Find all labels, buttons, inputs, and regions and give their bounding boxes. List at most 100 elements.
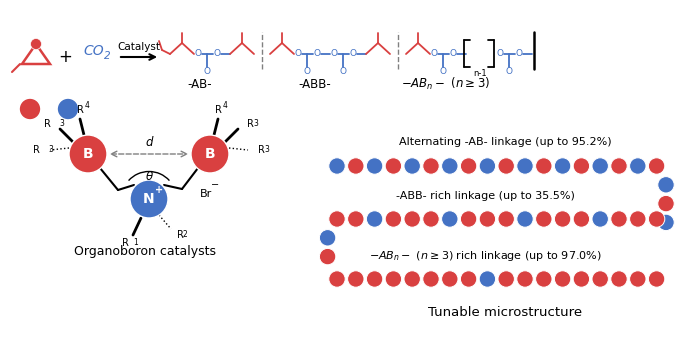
Circle shape xyxy=(592,158,608,174)
Circle shape xyxy=(366,158,383,174)
Circle shape xyxy=(423,158,439,174)
Circle shape xyxy=(611,271,627,287)
Circle shape xyxy=(329,271,345,287)
Circle shape xyxy=(130,180,168,218)
Text: O: O xyxy=(195,48,201,58)
Circle shape xyxy=(592,211,608,227)
Circle shape xyxy=(611,211,627,227)
Text: O: O xyxy=(303,67,310,75)
Circle shape xyxy=(69,135,107,173)
Circle shape xyxy=(442,158,458,174)
Text: R: R xyxy=(258,145,265,155)
Circle shape xyxy=(366,211,383,227)
Text: +: + xyxy=(155,185,163,195)
Circle shape xyxy=(498,211,514,227)
Circle shape xyxy=(658,177,674,193)
Circle shape xyxy=(554,211,571,227)
Circle shape xyxy=(554,271,571,287)
Circle shape xyxy=(554,158,571,174)
Circle shape xyxy=(404,158,421,174)
Text: R: R xyxy=(44,119,51,129)
Circle shape xyxy=(19,98,41,120)
Circle shape xyxy=(536,271,552,287)
Circle shape xyxy=(404,211,421,227)
Circle shape xyxy=(649,158,665,174)
Circle shape xyxy=(658,195,674,212)
Circle shape xyxy=(442,211,458,227)
Circle shape xyxy=(630,158,646,174)
Text: O: O xyxy=(430,48,438,58)
Circle shape xyxy=(57,98,79,120)
Circle shape xyxy=(404,271,421,287)
Text: O: O xyxy=(330,48,338,58)
Circle shape xyxy=(536,158,552,174)
Text: −: − xyxy=(211,180,219,190)
Circle shape xyxy=(347,271,364,287)
Circle shape xyxy=(347,158,364,174)
Circle shape xyxy=(460,158,477,174)
Circle shape xyxy=(649,271,665,287)
Text: O: O xyxy=(295,48,301,58)
Circle shape xyxy=(536,211,552,227)
Circle shape xyxy=(319,248,336,265)
Text: O: O xyxy=(449,48,456,58)
Text: O: O xyxy=(440,67,447,75)
Circle shape xyxy=(649,211,665,227)
Text: 2: 2 xyxy=(183,230,188,239)
Circle shape xyxy=(460,211,477,227)
Circle shape xyxy=(611,158,627,174)
Text: 3: 3 xyxy=(59,119,64,128)
Circle shape xyxy=(516,271,533,287)
Circle shape xyxy=(319,230,336,246)
Text: Alternating -AB- linkage (up to 95.2%): Alternating -AB- linkage (up to 95.2%) xyxy=(399,137,611,147)
Text: O: O xyxy=(203,67,210,75)
Text: -ABB- rich linkage (up to 35.5%): -ABB- rich linkage (up to 35.5%) xyxy=(395,191,575,201)
Text: +: + xyxy=(58,48,72,66)
Circle shape xyxy=(498,158,514,174)
Text: 2: 2 xyxy=(104,51,110,61)
Circle shape xyxy=(658,214,674,231)
Text: R: R xyxy=(122,238,129,248)
Circle shape xyxy=(592,271,608,287)
Circle shape xyxy=(479,271,496,287)
Text: R: R xyxy=(77,105,84,115)
Text: O: O xyxy=(214,48,221,58)
Circle shape xyxy=(498,271,514,287)
Text: R: R xyxy=(247,119,254,129)
Circle shape xyxy=(31,39,42,50)
Text: n-1: n-1 xyxy=(473,70,487,79)
Text: O: O xyxy=(506,67,512,75)
Circle shape xyxy=(573,158,590,174)
Text: O: O xyxy=(516,48,523,58)
Text: -ABB-: -ABB- xyxy=(299,78,332,91)
Text: O: O xyxy=(349,48,356,58)
Text: 1: 1 xyxy=(133,238,138,247)
Text: Organoboron catalysts: Organoboron catalysts xyxy=(74,245,216,258)
Text: d: d xyxy=(145,135,153,149)
Text: CO: CO xyxy=(83,44,103,58)
Circle shape xyxy=(442,271,458,287)
Text: R: R xyxy=(33,145,40,155)
Text: 3: 3 xyxy=(264,145,269,154)
Text: $-AB_n-$ $(n \geq 3)$: $-AB_n-$ $(n \geq 3)$ xyxy=(401,76,490,92)
Circle shape xyxy=(516,211,533,227)
Text: $-AB_n-$ $(n \geq 3)$ rich linkage (up to 97.0%): $-AB_n-$ $(n \geq 3)$ rich linkage (up t… xyxy=(369,249,601,263)
Circle shape xyxy=(630,211,646,227)
Circle shape xyxy=(385,271,401,287)
Circle shape xyxy=(479,158,496,174)
Text: θ: θ xyxy=(145,170,153,182)
Circle shape xyxy=(366,271,383,287)
Text: Br: Br xyxy=(200,189,212,199)
Text: O: O xyxy=(314,48,321,58)
Circle shape xyxy=(347,211,364,227)
Circle shape xyxy=(479,211,496,227)
Text: Tunable microstructure: Tunable microstructure xyxy=(428,305,582,318)
Circle shape xyxy=(329,158,345,174)
Text: O: O xyxy=(340,67,347,75)
Text: 4: 4 xyxy=(223,101,228,110)
Circle shape xyxy=(573,271,590,287)
Text: N: N xyxy=(143,192,155,206)
Text: B: B xyxy=(83,147,93,161)
Circle shape xyxy=(516,158,533,174)
Circle shape xyxy=(460,271,477,287)
